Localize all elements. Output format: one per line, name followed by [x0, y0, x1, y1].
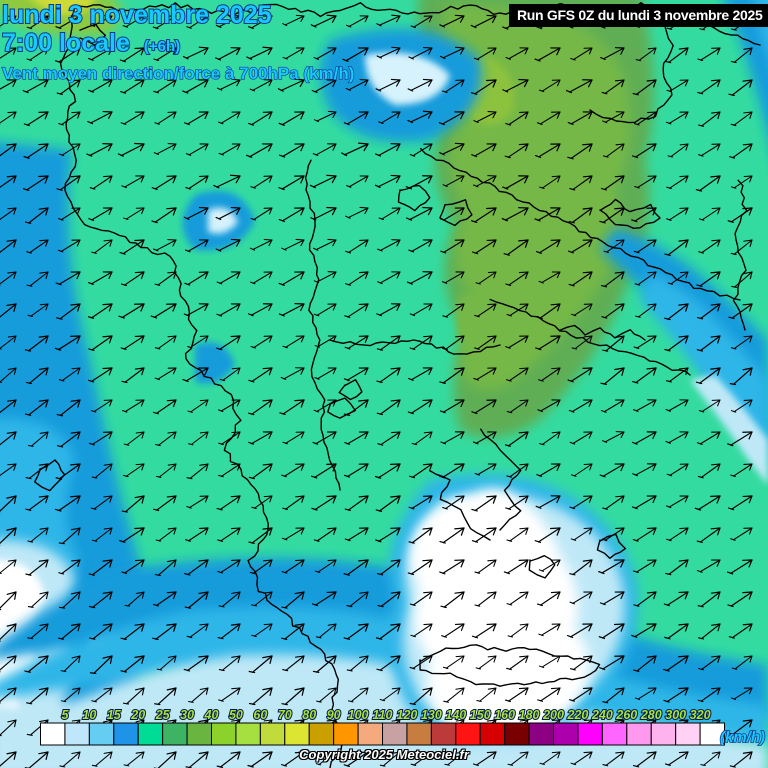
svg-text:120: 120	[397, 708, 418, 722]
svg-text:80: 80	[302, 708, 316, 722]
svg-text:30: 30	[180, 708, 194, 722]
svg-text:90: 90	[327, 708, 341, 722]
svg-text:40: 40	[204, 708, 219, 722]
svg-text:220: 220	[567, 708, 589, 722]
svg-text:180: 180	[519, 708, 540, 722]
svg-text:110: 110	[373, 708, 393, 722]
svg-text:70: 70	[278, 708, 292, 722]
svg-text:150: 150	[470, 708, 491, 722]
svg-text:240: 240	[591, 708, 613, 722]
svg-text:130: 130	[421, 708, 442, 722]
svg-text:10: 10	[82, 708, 96, 722]
svg-text:100: 100	[348, 708, 369, 722]
svg-text:50: 50	[229, 708, 243, 722]
svg-text:20: 20	[130, 708, 145, 722]
svg-text:60: 60	[253, 708, 267, 722]
svg-text:(km/h): (km/h)	[720, 729, 765, 746]
svg-text:140: 140	[445, 708, 466, 722]
svg-text:320: 320	[690, 708, 711, 722]
svg-text:200: 200	[542, 708, 564, 722]
svg-text:15: 15	[107, 708, 122, 722]
svg-text:260: 260	[615, 708, 637, 722]
svg-text:25: 25	[155, 708, 171, 722]
svg-text:280: 280	[640, 708, 662, 722]
svg-text:160: 160	[494, 708, 515, 722]
svg-text:300: 300	[665, 708, 686, 722]
svg-text:5: 5	[61, 708, 69, 722]
